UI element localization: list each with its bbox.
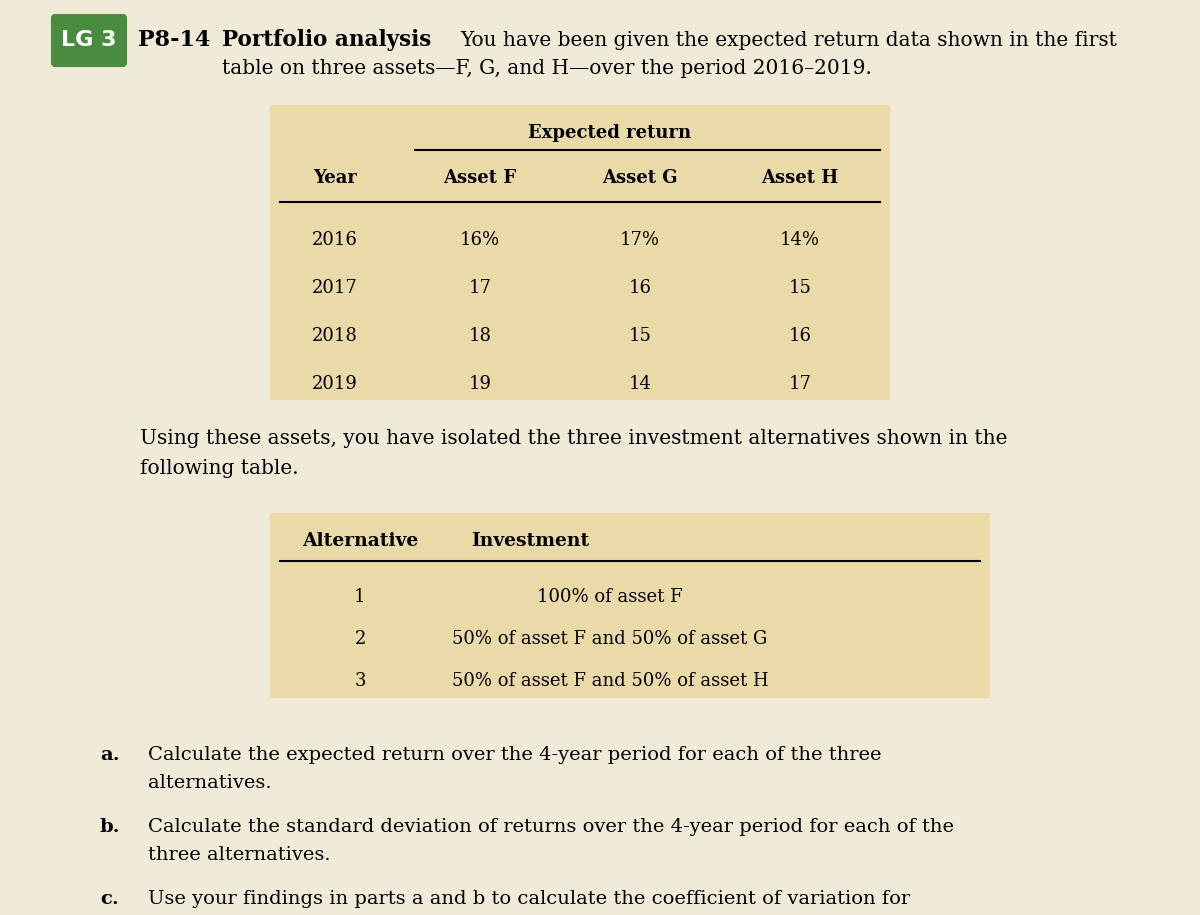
Text: a.: a. [100, 746, 120, 764]
Text: 15: 15 [629, 327, 652, 345]
Text: three alternatives.: three alternatives. [148, 846, 331, 864]
Text: 2018: 2018 [312, 327, 358, 345]
Text: 17: 17 [788, 375, 811, 393]
Text: 14: 14 [629, 375, 652, 393]
Text: b.: b. [100, 818, 120, 836]
Text: 17%: 17% [620, 231, 660, 249]
Text: following table.: following table. [140, 458, 299, 478]
Text: alternatives.: alternatives. [148, 774, 271, 792]
Text: 2016: 2016 [312, 231, 358, 249]
Text: Expected return: Expected return [528, 124, 691, 142]
Text: c.: c. [100, 890, 119, 908]
Text: Using these assets, you have isolated the three investment alternatives shown in: Using these assets, you have isolated th… [140, 428, 1008, 447]
Text: 2017: 2017 [312, 279, 358, 297]
Text: 2: 2 [354, 630, 366, 648]
Text: You have been given the expected return data shown in the first: You have been given the expected return … [460, 30, 1117, 49]
Text: 3: 3 [354, 672, 366, 690]
Text: 2019: 2019 [312, 375, 358, 393]
Text: Year: Year [313, 169, 356, 187]
Text: Use your findings in parts a and b to calculate the coefficient of variation for: Use your findings in parts a and b to ca… [148, 890, 910, 908]
Text: 14%: 14% [780, 231, 820, 249]
Text: 15: 15 [788, 279, 811, 297]
FancyBboxPatch shape [270, 513, 990, 698]
Text: Alternative: Alternative [302, 532, 418, 550]
Text: 19: 19 [468, 375, 492, 393]
Text: P8-14: P8-14 [138, 29, 226, 51]
Text: Portfolio analysis: Portfolio analysis [222, 29, 431, 51]
Text: Investment: Investment [470, 532, 589, 550]
Text: 50% of asset F and 50% of asset G: 50% of asset F and 50% of asset G [452, 630, 768, 648]
Text: 16: 16 [788, 327, 811, 345]
FancyBboxPatch shape [52, 15, 126, 66]
Text: 16%: 16% [460, 231, 500, 249]
Text: Asset F: Asset F [444, 169, 516, 187]
Text: 50% of asset F and 50% of asset H: 50% of asset F and 50% of asset H [451, 672, 768, 690]
Text: Asset G: Asset G [602, 169, 678, 187]
Text: Calculate the expected return over the 4-year period for each of the three: Calculate the expected return over the 4… [148, 746, 882, 764]
Text: 17: 17 [468, 279, 492, 297]
Text: 1: 1 [354, 588, 366, 606]
FancyBboxPatch shape [270, 105, 890, 400]
Text: 18: 18 [468, 327, 492, 345]
Text: 100% of asset F: 100% of asset F [538, 588, 683, 606]
Text: table on three assets—F, G, and H—over the period 2016–2019.: table on three assets—F, G, and H—over t… [222, 59, 872, 78]
Text: Asset H: Asset H [761, 169, 839, 187]
Text: 16: 16 [629, 279, 652, 297]
Text: LG 3: LG 3 [61, 30, 116, 50]
Text: Calculate the standard deviation of returns over the 4-year period for each of t: Calculate the standard deviation of retu… [148, 818, 954, 836]
